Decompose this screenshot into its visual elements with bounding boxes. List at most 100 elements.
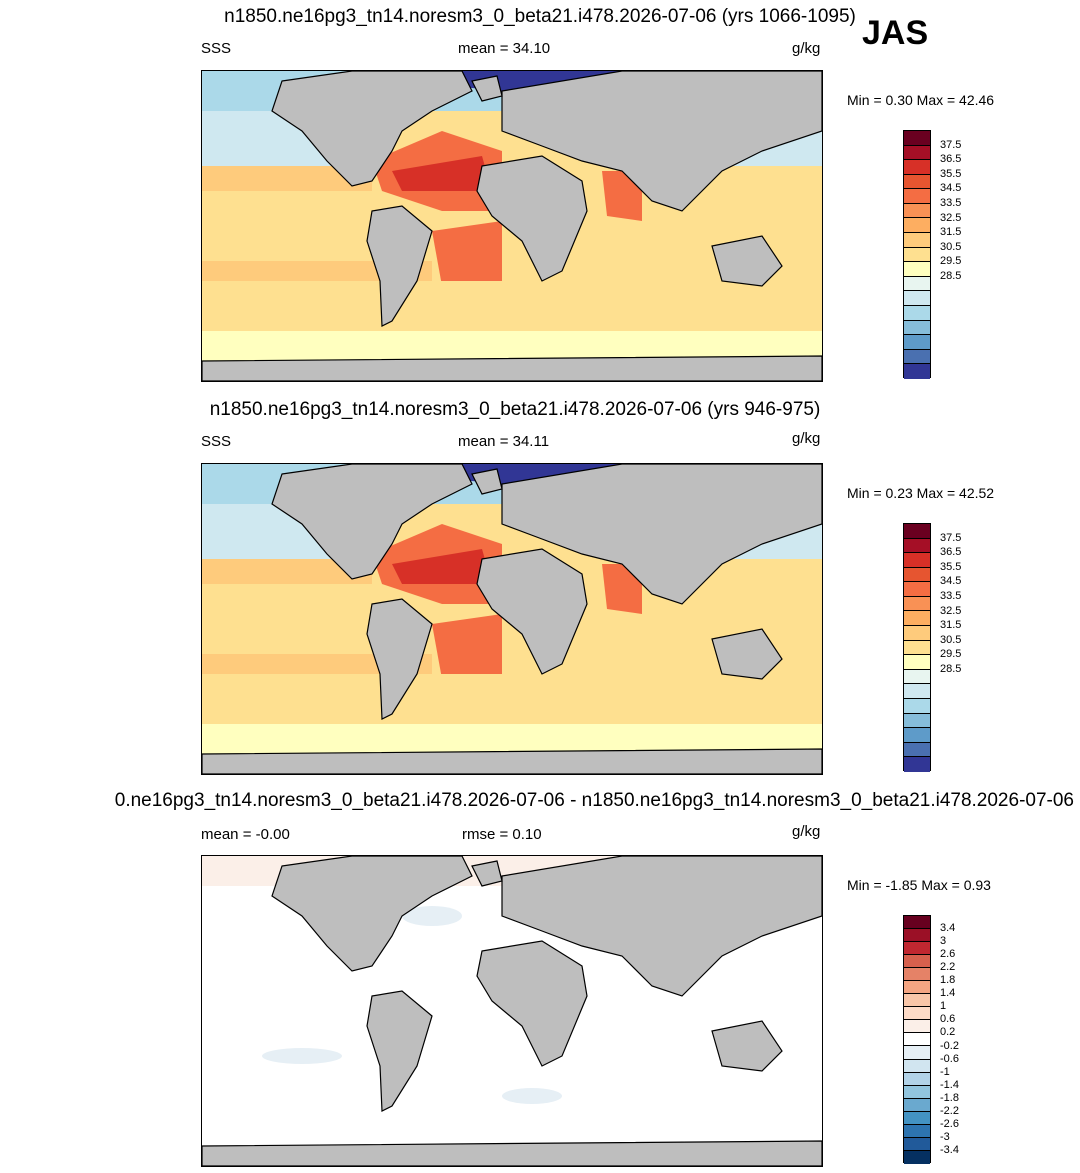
panel-2-variable-label: SSS [201,433,232,450]
colorbar-tick-label: -3 [940,1130,950,1143]
colorbar-swatch [904,553,930,568]
panel-3-difference-field [202,856,822,1166]
colorbar-swatch [904,1020,930,1034]
colorbar-swatch [904,145,930,161]
colorbar-tick-label: 35.5 [940,560,962,573]
colorbar-swatch [904,626,930,641]
panel-3-mean-label: mean = -0.00 [201,826,290,843]
panel-3-min-max: Min = -1.85 Max = 0.93 [847,877,991,893]
colorbar-swatch [904,1137,930,1151]
colorbar-swatch [904,538,930,554]
colorbar-tick-label: 3 [940,935,947,948]
colorbar-swatch [904,305,930,321]
colorbar-swatch [904,335,930,350]
colorbar-tick-label: 34.5 [940,575,962,588]
colorbar-tick-label: 33.5 [940,589,962,602]
colorbar-swatch [904,247,930,263]
panel-2-mean-label: mean = 34.11 [458,433,550,450]
colorbar-swatch [904,203,930,219]
panel-1-title: n1850.ne16pg3_tn14.noresm3_0_beta21.i478… [224,6,856,27]
colorbar-tick-label: -1.4 [940,1078,959,1091]
colorbar-tick-label: 32.5 [940,604,962,617]
season-label: JAS [862,14,929,52]
colorbar-swatch [904,174,930,190]
panel-3-map [201,855,823,1167]
colorbar-swatch [904,640,930,656]
colorbar-swatch [904,1033,930,1047]
colorbar-tick-label: 35.5 [940,167,962,180]
colorbar-swatch [904,524,930,539]
colorbar-swatch [904,981,930,995]
panel-1-mean-label: mean = 34.10 [458,40,551,57]
colorbar-swatch [904,1150,930,1164]
colorbar-tick-label: -1.8 [940,1091,959,1104]
colorbar-swatch [904,713,930,729]
colorbar-tick-label: -2.6 [940,1117,959,1130]
colorbar-swatch [904,942,930,956]
panel-1-variable-label: SSS [201,40,232,57]
colorbar-tick-label: -0.2 [940,1039,959,1052]
colorbar-tick-label: 1.8 [940,974,956,987]
colorbar-swatch [904,596,930,612]
colorbar-swatch [904,567,930,583]
colorbar-swatch [904,1085,930,1099]
panel-1-units: g/kg [792,40,821,57]
colorbar-tick-label: 3.4 [940,922,956,935]
colorbar-swatch [904,320,930,336]
colorbar-tick-label: 33.5 [940,196,962,209]
colorbar-swatch [904,968,930,982]
colorbar-tick-label: 28.5 [940,269,962,282]
colorbar-swatch [904,611,930,627]
colorbar-tick-label: 2.6 [940,948,956,961]
panel-2-units: g/kg [792,430,821,447]
colorbar-swatch [904,1098,930,1112]
colorbar-tick-label: 0.2 [940,1026,956,1039]
colorbar-tick-label: -0.6 [940,1052,959,1065]
panel-3-title: 0.ne16pg3_tn14.noresm3_0_beta21.i478.202… [114,790,1074,811]
panel-1-min-max: Min = 0.30 Max = 42.46 [847,92,995,108]
colorbar-swatch [904,1072,930,1086]
colorbar-tick-label: 0.6 [940,1013,956,1026]
panel-1-colorbar [903,130,931,379]
panel-3-units: g/kg [792,823,821,840]
colorbar-swatch [904,160,930,175]
panel-2-colorbar [903,523,931,772]
panel-3-colorbar [903,915,931,1164]
colorbar-swatch [904,276,930,292]
colorbar-tick-label: 36.5 [940,153,962,166]
panel-2-salinity-field [202,464,822,774]
colorbar-tick-label: 30.5 [940,633,962,646]
colorbar-swatch [904,262,930,277]
colorbar-swatch [904,916,930,930]
colorbar-tick-label: 29.5 [940,255,962,268]
colorbar-tick-label: 1.4 [940,987,956,1000]
colorbar-tick-label: 31.5 [940,619,962,632]
colorbar-swatch [904,349,930,365]
colorbar-tick-label: -1 [940,1065,950,1078]
colorbar-swatch [904,291,930,306]
panel-2-min-max: Min = 0.23 Max = 42.52 [847,485,995,501]
colorbar-swatch [904,994,930,1008]
colorbar-swatch [904,684,930,699]
panel-3-rmse-label: rmse = 0.10 [462,826,542,843]
colorbar-swatch [904,582,930,597]
colorbar-swatch [904,669,930,685]
colorbar-tick-label: 29.5 [940,648,962,661]
colorbar-swatch [904,728,930,743]
colorbar-tick-label: 32.5 [940,211,962,224]
colorbar-tick-label: 36.5 [940,546,962,559]
colorbar-tick-label: 1 [940,1000,947,1013]
colorbar-tick-label: 37.5 [940,531,962,544]
colorbar-swatch [904,929,930,943]
colorbar-tick-label: 34.5 [940,182,962,195]
colorbar-swatch [904,1124,930,1138]
panel-1-salinity-field [202,71,822,381]
colorbar-swatch [904,364,930,379]
colorbar-tick-label: 37.5 [940,138,962,151]
colorbar-swatch [904,1111,930,1125]
colorbar-swatch [904,218,930,234]
colorbar-tick-label: -2.2 [940,1104,959,1117]
colorbar-swatch [904,955,930,969]
colorbar-tick-label: 30.5 [940,240,962,253]
colorbar-swatch [904,233,930,248]
